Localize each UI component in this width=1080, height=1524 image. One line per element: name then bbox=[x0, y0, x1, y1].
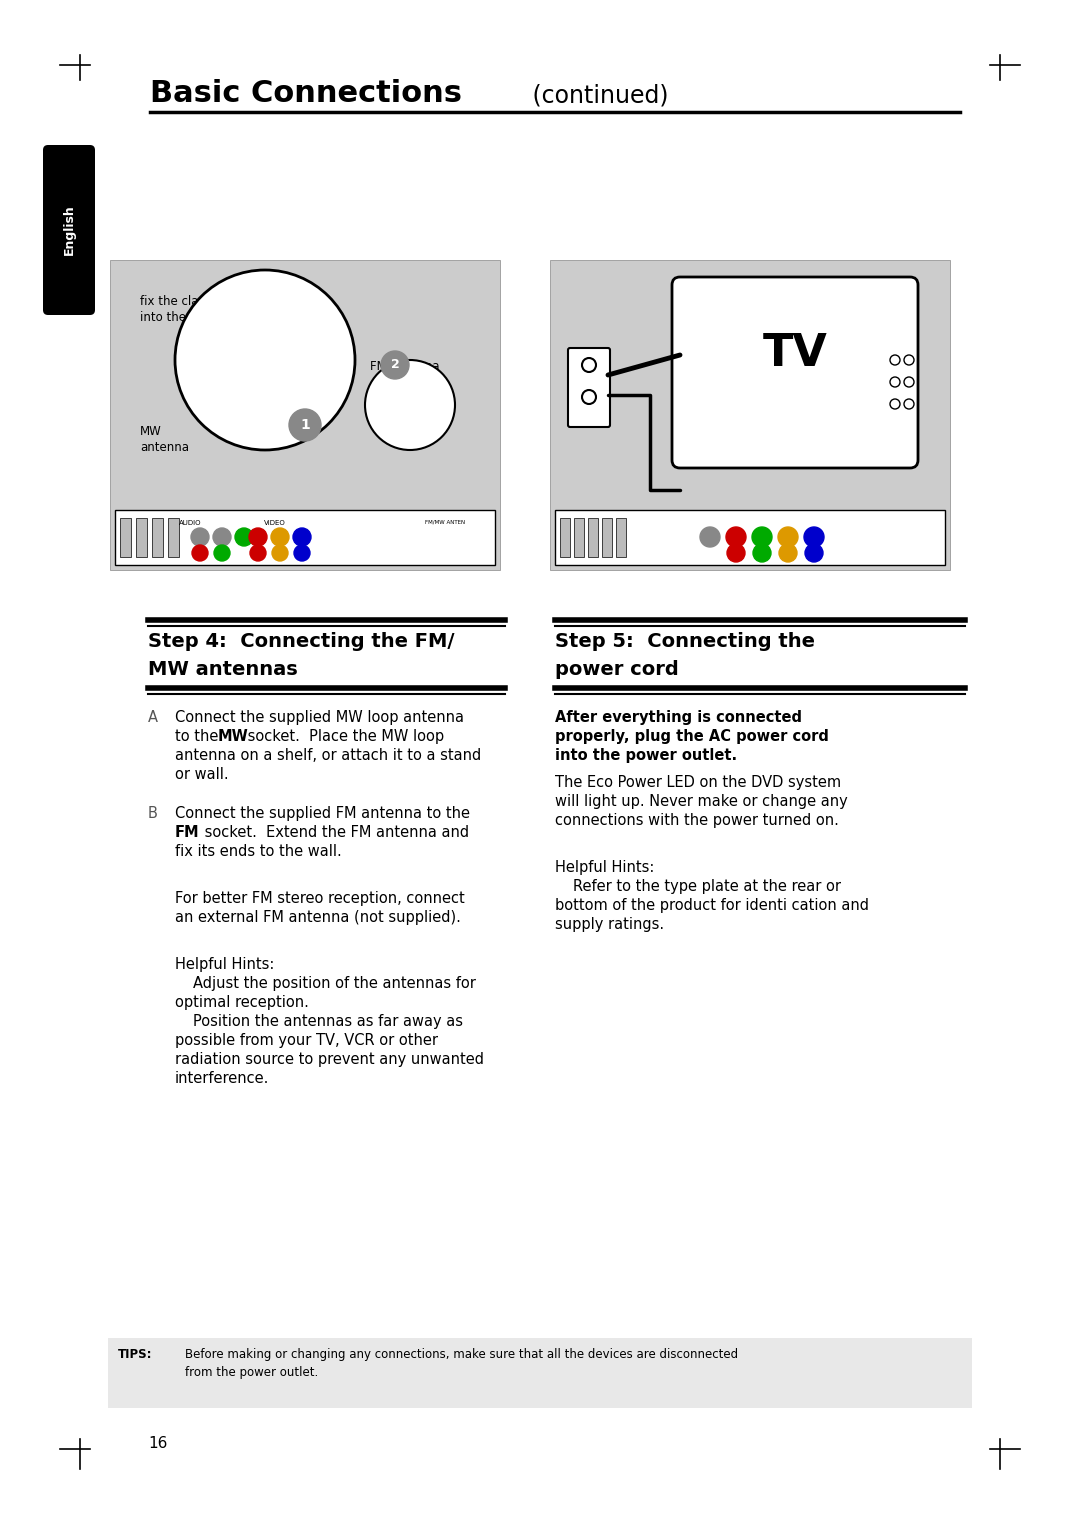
FancyBboxPatch shape bbox=[616, 518, 626, 556]
Circle shape bbox=[289, 408, 321, 440]
Text: 2: 2 bbox=[391, 358, 400, 372]
Text: an external FM antenna (not supplied).: an external FM antenna (not supplied). bbox=[175, 910, 461, 925]
FancyBboxPatch shape bbox=[588, 518, 598, 556]
Circle shape bbox=[726, 527, 746, 547]
Text: FM: FM bbox=[175, 824, 200, 840]
Text: antenna on a shelf, or attach it to a stand: antenna on a shelf, or attach it to a st… bbox=[175, 748, 482, 764]
Circle shape bbox=[175, 270, 355, 450]
Text: Refer to the type plate at the rear or: Refer to the type plate at the rear or bbox=[573, 879, 841, 895]
Text: Helpful Hints:: Helpful Hints: bbox=[555, 860, 654, 875]
Text: (continued): (continued) bbox=[525, 84, 669, 108]
Text: English: English bbox=[63, 204, 76, 256]
FancyBboxPatch shape bbox=[110, 261, 500, 570]
Text: Helpful Hints:: Helpful Hints: bbox=[175, 957, 274, 972]
Text: Connect the supplied FM antenna to the: Connect the supplied FM antenna to the bbox=[175, 806, 470, 821]
Text: supply ratings.: supply ratings. bbox=[555, 917, 664, 933]
FancyBboxPatch shape bbox=[120, 518, 131, 556]
Text: socket.  Extend the FM antenna and: socket. Extend the FM antenna and bbox=[200, 824, 469, 840]
Text: VIDEO: VIDEO bbox=[265, 520, 286, 526]
FancyBboxPatch shape bbox=[108, 1338, 972, 1408]
Text: 1: 1 bbox=[300, 418, 310, 431]
Text: fix its ends to the wall.: fix its ends to the wall. bbox=[175, 844, 341, 860]
Text: Connect the supplied MW loop antenna: Connect the supplied MW loop antenna bbox=[175, 710, 464, 725]
Circle shape bbox=[779, 544, 797, 562]
Text: FM antenna: FM antenna bbox=[370, 360, 440, 373]
Circle shape bbox=[805, 544, 823, 562]
Circle shape bbox=[753, 544, 771, 562]
Text: TV: TV bbox=[762, 332, 827, 375]
Text: The Eco Power LED on the DVD system: The Eco Power LED on the DVD system bbox=[555, 776, 841, 789]
FancyBboxPatch shape bbox=[168, 518, 179, 556]
Text: properly, plug the AC power cord: properly, plug the AC power cord bbox=[555, 728, 828, 744]
Text: Basic Connections: Basic Connections bbox=[150, 79, 462, 108]
Text: MW
antenna: MW antenna bbox=[140, 425, 189, 454]
Text: 16: 16 bbox=[148, 1436, 167, 1451]
Text: MW antennas: MW antennas bbox=[148, 660, 298, 680]
Circle shape bbox=[293, 527, 311, 546]
FancyBboxPatch shape bbox=[43, 145, 95, 315]
Text: A: A bbox=[148, 710, 158, 725]
FancyBboxPatch shape bbox=[550, 261, 950, 570]
Text: will light up. Never make or change any: will light up. Never make or change any bbox=[555, 794, 848, 809]
Text: power cord: power cord bbox=[555, 660, 678, 680]
Text: MW: MW bbox=[218, 728, 248, 744]
Circle shape bbox=[365, 360, 455, 450]
Circle shape bbox=[700, 527, 720, 547]
Circle shape bbox=[192, 546, 208, 561]
Text: to the: to the bbox=[175, 728, 222, 744]
Circle shape bbox=[727, 544, 745, 562]
Text: Step 4:  Connecting the FM/: Step 4: Connecting the FM/ bbox=[148, 632, 455, 651]
Text: connections with the power turned on.: connections with the power turned on. bbox=[555, 812, 839, 828]
Text: socket.  Place the MW loop: socket. Place the MW loop bbox=[243, 728, 444, 744]
FancyBboxPatch shape bbox=[573, 518, 584, 556]
Circle shape bbox=[272, 546, 288, 561]
Text: radiation source to prevent any unwanted: radiation source to prevent any unwanted bbox=[175, 1052, 484, 1067]
FancyBboxPatch shape bbox=[136, 518, 147, 556]
FancyBboxPatch shape bbox=[602, 518, 612, 556]
Text: B: B bbox=[148, 806, 158, 821]
Text: optimal reception.: optimal reception. bbox=[175, 995, 309, 1010]
Text: fix the claw
into the slot: fix the claw into the slot bbox=[140, 296, 211, 325]
Circle shape bbox=[235, 527, 253, 546]
Circle shape bbox=[191, 527, 210, 546]
Text: After everything is connected: After everything is connected bbox=[555, 710, 802, 725]
Circle shape bbox=[271, 527, 289, 546]
Text: interference.: interference. bbox=[175, 1071, 269, 1087]
Circle shape bbox=[214, 546, 230, 561]
Circle shape bbox=[213, 527, 231, 546]
Circle shape bbox=[778, 527, 798, 547]
Text: Adjust the position of the antennas for: Adjust the position of the antennas for bbox=[193, 975, 476, 991]
FancyBboxPatch shape bbox=[672, 277, 918, 468]
Text: TIPS:: TIPS: bbox=[118, 1349, 152, 1361]
FancyBboxPatch shape bbox=[561, 518, 570, 556]
Circle shape bbox=[294, 546, 310, 561]
FancyBboxPatch shape bbox=[555, 511, 945, 565]
Text: possible from your TV, VCR or other: possible from your TV, VCR or other bbox=[175, 1033, 438, 1049]
Text: bottom of the product for identi cation and: bottom of the product for identi cation … bbox=[555, 898, 869, 913]
Text: into the power outlet.: into the power outlet. bbox=[555, 748, 738, 764]
Text: FM/MW ANTEN: FM/MW ANTEN bbox=[426, 520, 465, 524]
Circle shape bbox=[752, 527, 772, 547]
Circle shape bbox=[249, 527, 267, 546]
FancyBboxPatch shape bbox=[152, 518, 163, 556]
FancyBboxPatch shape bbox=[114, 511, 495, 565]
Text: Position the antennas as far away as: Position the antennas as far away as bbox=[193, 1013, 463, 1029]
FancyBboxPatch shape bbox=[568, 347, 610, 427]
Text: or wall.: or wall. bbox=[175, 767, 229, 782]
Text: Before making or changing any connections, make sure that all the devices are di: Before making or changing any connection… bbox=[185, 1349, 738, 1361]
Circle shape bbox=[381, 351, 409, 379]
Text: Step 5:  Connecting the: Step 5: Connecting the bbox=[555, 632, 815, 651]
Text: For better FM stereo reception, connect: For better FM stereo reception, connect bbox=[175, 892, 464, 905]
Circle shape bbox=[249, 546, 266, 561]
Circle shape bbox=[804, 527, 824, 547]
Text: AUDIO: AUDIO bbox=[179, 520, 201, 526]
Text: from the power outlet.: from the power outlet. bbox=[185, 1366, 319, 1379]
